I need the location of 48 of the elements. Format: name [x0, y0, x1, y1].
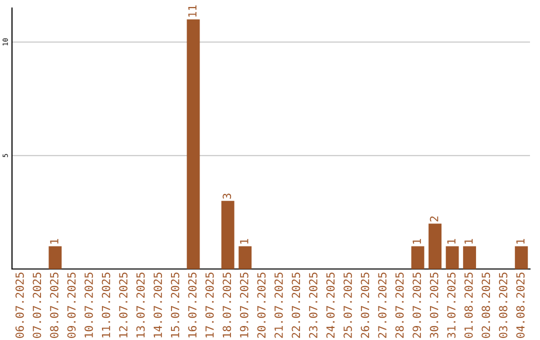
- x-tick-label: 19.07.2025: [240, 272, 248, 338]
- x-tick-label: 25.07.2025: [344, 272, 352, 338]
- x-tick-label: 26.07.2025: [360, 272, 370, 338]
- bar: [463, 246, 476, 269]
- x-tick-label: 11.07.2025: [102, 272, 110, 338]
- x-tick-label: 03.08.2025: [498, 272, 508, 338]
- data-label: 11: [188, 5, 196, 17]
- bar: [411, 246, 424, 269]
- x-tick-label: 09.07.2025: [67, 272, 76, 338]
- bar: [428, 224, 442, 269]
- bar: [221, 200, 234, 269]
- x-tick-label: 15.07.2025: [170, 272, 180, 338]
- x-tick-label: 04.08.2025: [516, 272, 525, 338]
- x-tick-label: 21.07.2025: [274, 272, 283, 338]
- x-tick-label: 02.08.2025: [482, 272, 490, 338]
- bar: [238, 246, 252, 269]
- x-tick-label: 12.07.2025: [119, 272, 128, 338]
- bar: [186, 19, 200, 269]
- x-tick-label: 28.07.2025: [395, 272, 404, 338]
- x-tick-label: 24.07.2025: [326, 272, 335, 338]
- data-label: 1: [464, 238, 473, 244]
- bar: [446, 246, 459, 269]
- x-tick-label: 27.07.2025: [378, 272, 386, 338]
- data-label: 1: [240, 238, 248, 244]
- x-tick-label: 17.07.2025: [205, 272, 214, 338]
- x-tick-label: 20.07.2025: [257, 272, 266, 338]
- x-tick-label: 23.07.2025: [309, 272, 318, 338]
- x-tick-label: 06.07.2025: [15, 272, 24, 338]
- data-label: 1: [447, 238, 456, 244]
- x-tick-label: 18.07.2025: [222, 272, 232, 338]
- x-tick-label: 13.07.2025: [136, 272, 145, 338]
- data-label: 2: [430, 216, 438, 222]
- data-label: 1: [412, 238, 421, 244]
- x-tick-label: 08.07.2025: [50, 272, 58, 338]
- data-label: 3: [222, 194, 232, 199]
- data-label: 1: [516, 238, 524, 244]
- x-tick-label: 01.08.2025: [464, 272, 473, 338]
- x-tick-label: 07.07.2025: [32, 272, 42, 338]
- bar: [48, 246, 62, 269]
- x-tick-label: 29.07.2025: [412, 272, 422, 338]
- data-label: 1: [50, 238, 58, 244]
- bar: [514, 246, 528, 269]
- x-tick-label: 31.07.2025: [447, 272, 456, 338]
- x-tick-label: 16.07.2025: [188, 272, 197, 338]
- x-tick-label: 14.07.2025: [154, 272, 162, 338]
- x-tick-label: 30.07.2025: [430, 272, 438, 338]
- x-tick-label: 22.07.2025: [292, 272, 300, 338]
- x-tick-label: 10.07.2025: [84, 272, 93, 338]
